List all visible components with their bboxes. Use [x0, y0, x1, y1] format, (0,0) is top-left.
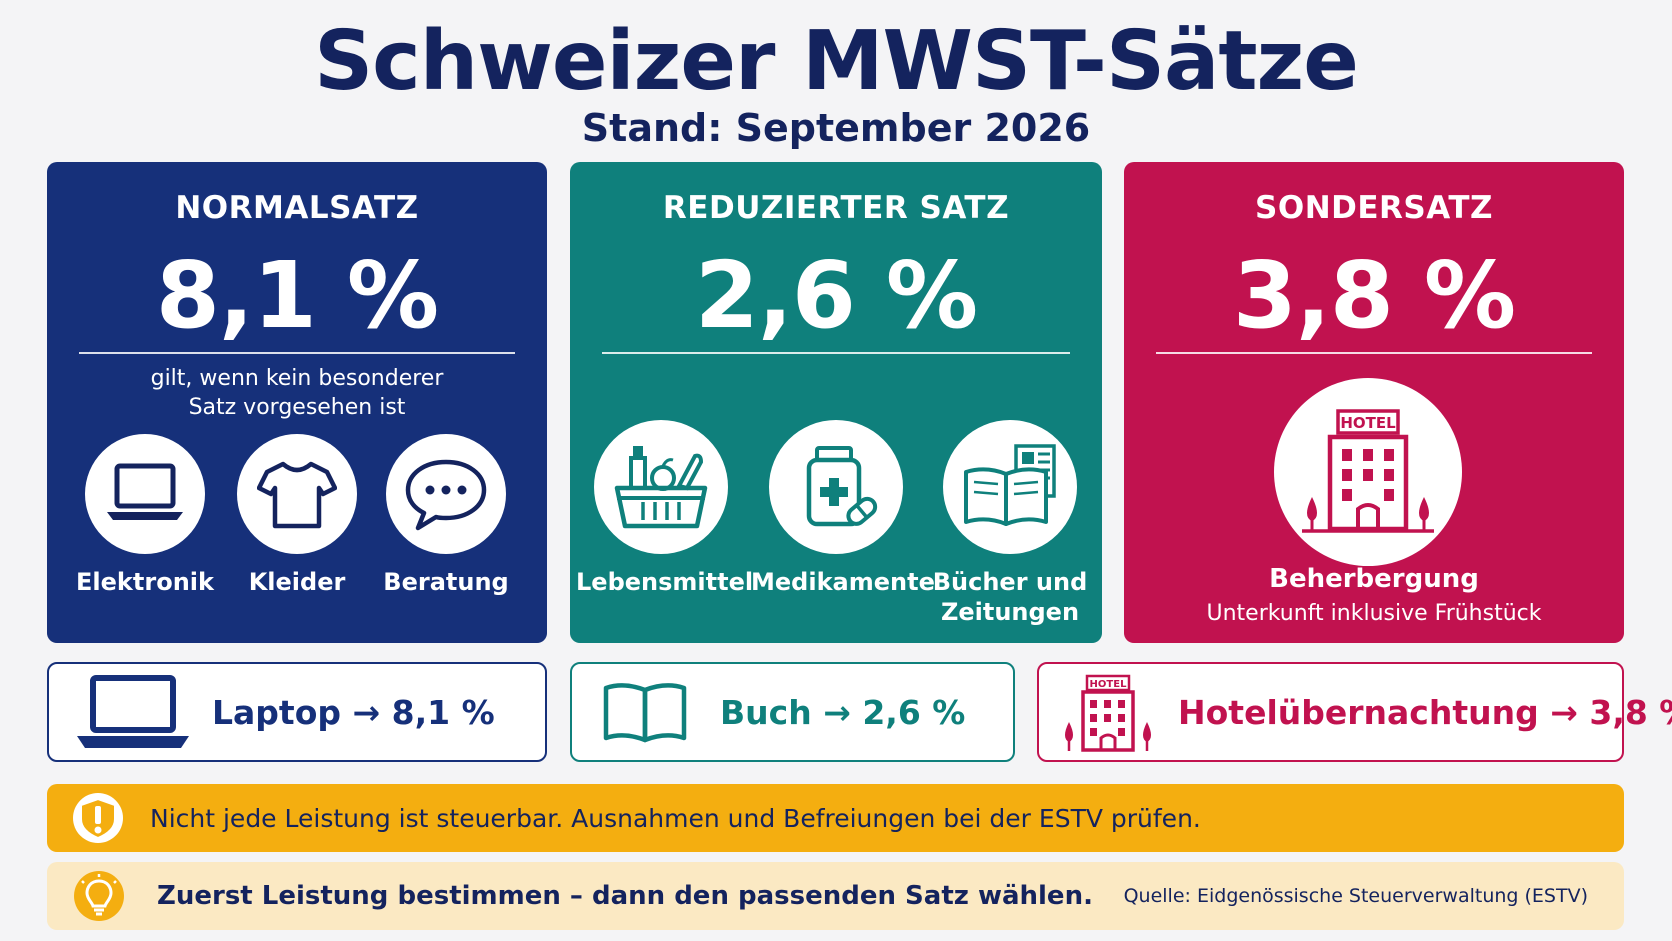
divider — [1156, 352, 1592, 354]
example-text: Laptop → 8,1 % — [212, 692, 495, 732]
icon-label: Kleider — [248, 568, 346, 596]
card-description-line: gilt, wenn kein besonderer — [150, 366, 444, 391]
divider — [602, 352, 1070, 354]
hotel-sign-text: HOTEL — [1090, 679, 1128, 690]
card-heading: NORMALSATZ — [175, 190, 419, 226]
warning-text: Nicht jede Leistung ist steuerbar. Ausna… — [150, 803, 1201, 833]
card-reduzierter-satz: REDUZIERTER SATZ 2,6 % Lebensmittel — [570, 162, 1102, 643]
warning-icon — [73, 793, 123, 843]
card-rate: 3,8 % — [1232, 242, 1516, 349]
grocery-basket-icon — [594, 420, 728, 554]
icon-label: Lebensmittel — [576, 568, 754, 596]
hotel-sign-text: HOTEL — [1340, 414, 1396, 432]
example-book: Buch → 2,6 % — [570, 662, 1015, 762]
card-rate: 2,6 % — [694, 242, 978, 349]
book-icon — [602, 678, 688, 750]
source-note: Quelle: Eidgenössische Steuerverwaltung … — [1123, 885, 1588, 907]
warning-banner: Nicht jede Leistung ist steuerbar. Ausna… — [47, 784, 1624, 852]
icon-sublabel: Unterkunft inklusive Frühstück — [1206, 601, 1542, 626]
medicine-icon — [769, 420, 903, 554]
icon-label-line: Bücher und — [932, 568, 1088, 596]
icon-label: Medikamente — [751, 568, 935, 596]
speech-bubble-icon — [386, 434, 506, 554]
card-heading: SONDERSATZ — [1255, 190, 1493, 226]
tip-banner: Zuerst Leistung bestimmen – dann den pas… — [47, 862, 1624, 930]
laptop-icon — [73, 674, 193, 756]
page-title: Schweizer MWST-Sätze — [314, 14, 1359, 109]
card-rate: 8,1 % — [155, 242, 439, 349]
tip-text: Zuerst Leistung bestimmen – dann den pas… — [157, 881, 1093, 911]
lightbulb-icon — [74, 871, 124, 921]
divider — [79, 352, 515, 354]
card-normalsatz: NORMALSATZ 8,1 % gilt, wenn kein besonde… — [47, 162, 547, 643]
tshirt-icon — [237, 434, 357, 554]
card-sondersatz: SONDERSATZ 3,8 % HOTEL Beherbergung Unte… — [1124, 162, 1624, 643]
book-newspaper-icon — [943, 420, 1077, 554]
example-laptop: Laptop → 8,1 % — [47, 662, 547, 762]
icon-label-line: Zeitungen — [940, 598, 1080, 626]
icon-label: Elektronik — [76, 568, 214, 596]
icon-label: Beratung — [383, 568, 509, 596]
example-hotel: HOTEL Hotelübernachtung → 3,8 % — [1037, 662, 1672, 762]
laptop-icon — [85, 434, 205, 554]
card-description-line: Satz vorgesehen ist — [188, 395, 406, 420]
hotel-icon: HOTEL — [1274, 378, 1462, 566]
icon-label: Bücher und Zeitungen — [925, 567, 1095, 627]
example-text: Buch → 2,6 % — [720, 692, 966, 732]
card-description: gilt, wenn kein besonderer Satz vorgeseh… — [47, 364, 547, 422]
example-text: Hotelübernachtung → 3,8 % — [1178, 692, 1672, 732]
page-subtitle: Stand: September 2026 — [581, 106, 1091, 150]
card-heading: REDUZIERTER SATZ — [662, 190, 1010, 226]
icon-label: Beherbergung — [1269, 564, 1479, 594]
hotel-icon: HOTEL — [1059, 674, 1157, 758]
